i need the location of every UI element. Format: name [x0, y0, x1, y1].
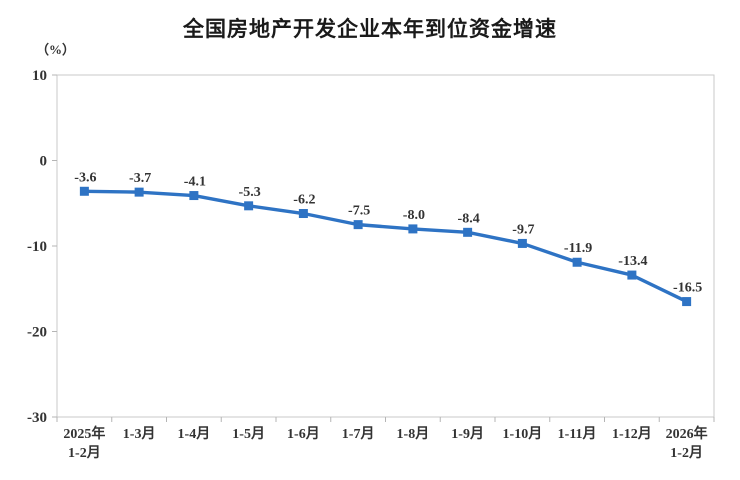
y-axis-unit-label: （%）	[36, 42, 76, 57]
x-axis-category-label: 1-8月	[397, 426, 430, 442]
data-line	[82, 189, 689, 304]
data-point-marker	[463, 227, 473, 237]
y-axis-tick-label: -10	[27, 239, 47, 255]
x-axis-category-label: 1-6月	[287, 426, 320, 442]
x-axis-category-label: 1-10月	[503, 426, 543, 442]
data-point-label: -4.1	[184, 175, 206, 190]
data-point-marker	[627, 270, 637, 280]
data-point-label: -16.5	[673, 281, 702, 296]
data-point-label: -11.9	[564, 241, 592, 256]
x-axis-category-label: 1-11月	[558, 426, 597, 442]
data-point-marker	[682, 297, 692, 307]
data-point-marker	[189, 191, 199, 201]
x-axis-category-label: 1-9月	[451, 426, 484, 442]
data-point-label: -5.3	[239, 185, 261, 200]
x-axis-category-label: 2026年 1-2月	[666, 425, 708, 461]
data-point-marker	[244, 201, 254, 211]
data-point-label: -3.7	[129, 171, 151, 186]
y-axis-tick-label: -30	[27, 410, 47, 426]
x-axis-category-label: 1-5月	[232, 426, 265, 442]
y-axis-tick-label: 10	[32, 68, 47, 84]
chart-title: 全国房地产开发企业本年到位资金增速	[183, 18, 557, 41]
x-axis-category-label: 1-3月	[123, 426, 156, 442]
data-point-label: -8.4	[458, 211, 480, 226]
x-axis-category-label: 1-7月	[342, 426, 375, 442]
data-point-marker	[572, 257, 582, 267]
data-point-label: -13.4	[618, 254, 647, 269]
data-point-label: -7.5	[348, 204, 370, 219]
x-axis-category-label: 1-12月	[612, 426, 652, 442]
y-axis-tick-label: 0	[40, 154, 48, 170]
data-point-marker	[517, 238, 527, 248]
plot-border	[56, 74, 715, 418]
data-point-marker	[79, 186, 89, 196]
data-point-marker	[298, 209, 308, 219]
data-point-marker	[353, 220, 363, 230]
data-point-label: -9.7	[512, 222, 534, 237]
data-point-label: -6.2	[293, 193, 315, 208]
y-axis-tick-label: -20	[27, 325, 47, 341]
data-point-marker	[408, 224, 418, 234]
data-point-label: -8.0	[403, 208, 425, 223]
data-point-marker	[134, 187, 144, 197]
x-axis-category-label: 1-4月	[178, 426, 211, 442]
data-point-label: -3.6	[74, 170, 96, 185]
x-axis-category-label: 2025年 1-2月	[63, 425, 105, 461]
